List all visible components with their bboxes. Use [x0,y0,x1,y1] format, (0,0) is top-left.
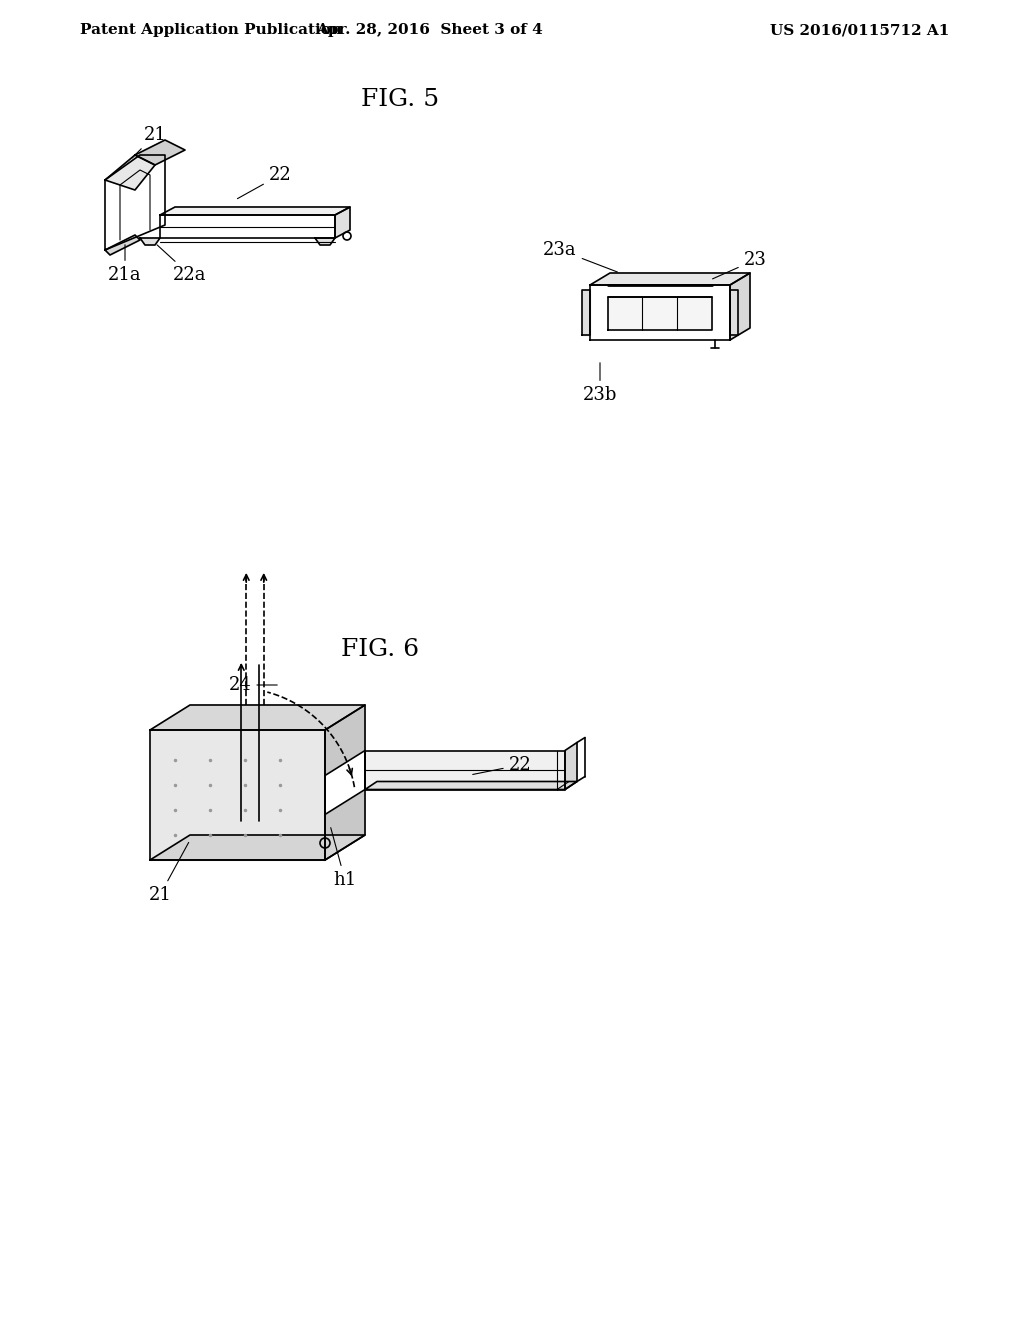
Polygon shape [365,781,577,789]
Polygon shape [590,285,730,341]
Polygon shape [365,751,565,789]
Polygon shape [608,297,712,330]
Text: 21: 21 [148,842,188,904]
Polygon shape [105,235,140,255]
Text: 21a: 21a [109,244,141,284]
Polygon shape [325,705,365,861]
Text: 22: 22 [473,756,531,775]
Polygon shape [140,238,160,246]
Text: 23a: 23a [543,242,617,272]
Text: 21: 21 [132,125,167,158]
Polygon shape [105,154,165,249]
Polygon shape [150,730,325,861]
Polygon shape [325,751,365,814]
Text: 22a: 22a [157,246,207,284]
Polygon shape [315,238,335,246]
Polygon shape [582,290,590,335]
Text: 22: 22 [238,166,292,198]
Polygon shape [150,836,365,861]
Text: FIG. 6: FIG. 6 [341,639,419,661]
Text: US 2016/0115712 A1: US 2016/0115712 A1 [770,22,949,37]
Polygon shape [160,215,335,238]
Polygon shape [565,742,577,789]
Text: h1: h1 [331,828,356,888]
Text: 23: 23 [713,251,766,279]
Text: 24: 24 [228,676,278,694]
Text: 23b: 23b [583,363,617,404]
Text: Apr. 28, 2016  Sheet 3 of 4: Apr. 28, 2016 Sheet 3 of 4 [316,22,544,37]
Polygon shape [160,207,350,215]
Polygon shape [730,290,738,335]
Text: FIG. 5: FIG. 5 [360,88,439,111]
Text: Patent Application Publication: Patent Application Publication [80,22,342,37]
Polygon shape [150,705,365,730]
Polygon shape [135,140,185,165]
Polygon shape [730,273,750,341]
Polygon shape [335,207,350,238]
Polygon shape [105,154,155,190]
Polygon shape [590,273,750,285]
